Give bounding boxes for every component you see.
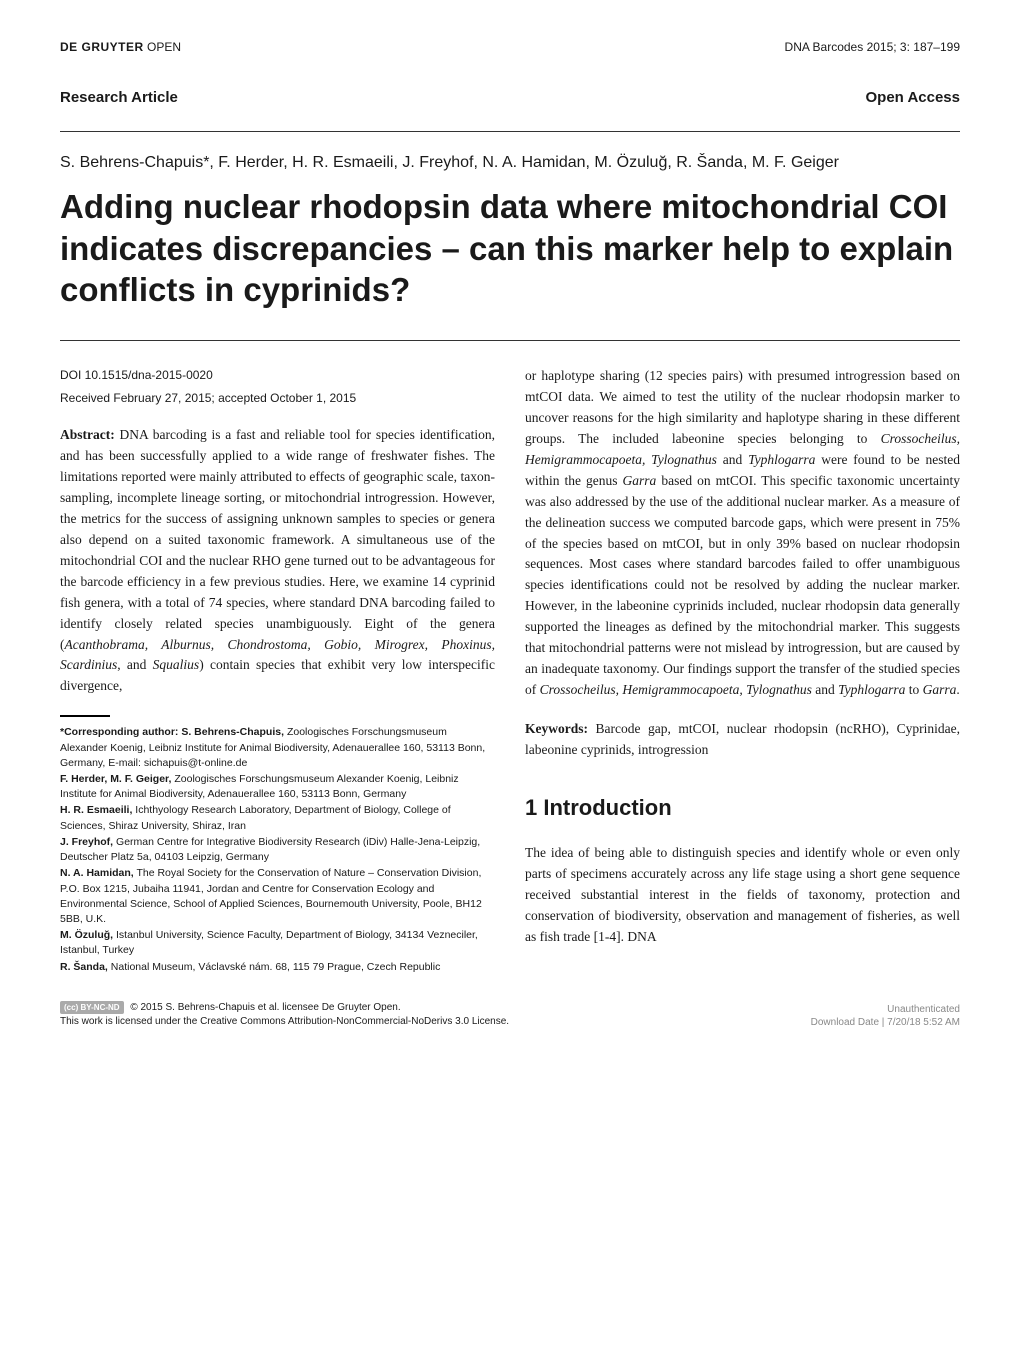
abstract-r5: and — [812, 682, 838, 697]
affil-text: German Centre for Integrative Biodiversi… — [60, 836, 480, 863]
affil-name: R. Šanda, — [60, 961, 108, 973]
affil-text: Istanbul University, Science Faculty, De… — [60, 929, 478, 956]
license-block: (cc) BY-NC-ND © 2015 S. Behrens-Chapuis … — [60, 1001, 509, 1029]
abstract-left: Abstract: DNA barcoding is a fast and re… — [60, 425, 495, 697]
two-column-layout: DOI 10.1515/dna-2015-0020 Received Febru… — [60, 366, 960, 976]
abstract-r4: based on mtCOI. This specific taxonomic … — [525, 473, 960, 697]
article-type: Research Article — [60, 89, 178, 106]
affil-text: National Museum, Václavské nám. 68, 115 … — [108, 961, 440, 973]
abstract-r-genera3: Crossocheilus, Hemigrammocapoeta, Tylogn… — [540, 682, 812, 697]
copyright-text: © 2015 S. Behrens-Chapuis et al. license… — [128, 1002, 401, 1013]
affil-name: J. Freyhof, — [60, 836, 113, 848]
affil-name: *Corresponding author: S. Behrens-Chapui… — [60, 726, 284, 738]
received-date: Received February 27, 2015; accepted Oct… — [60, 389, 495, 408]
intro-paragraph: The idea of being able to distinguish sp… — [525, 843, 960, 948]
header-row: DE GRUYTER OPEN DNA Barcodes 2015; 3: 18… — [60, 40, 960, 54]
section-heading-intro: 1 Introduction — [525, 791, 960, 825]
abstract-r-genera2: Typhlogarra — [748, 452, 815, 467]
abstract-r6: to — [905, 682, 922, 697]
abstract-text-left: DNA barcoding is a fast and reliable too… — [60, 427, 495, 651]
publisher: DE GRUYTER OPEN — [60, 40, 181, 54]
download-info: Unauthenticated Download Date | 7/20/18 … — [811, 1003, 960, 1029]
authors: S. Behrens-Chapuis*, F. Herder, H. R. Es… — [60, 152, 960, 174]
affil-name: F. Herder, M. F. Geiger, — [60, 773, 171, 785]
abstract-r-garra: Garra — [623, 473, 657, 488]
abstract-right: or haplotype sharing (12 species pairs) … — [525, 366, 960, 701]
keywords-text: Barcode gap, mtCOI, nuclear rhodopsin (n… — [525, 721, 960, 757]
abstract-r2: and — [717, 452, 748, 467]
divider-top — [60, 131, 960, 132]
publisher-bold: DE GRUYTER — [60, 40, 144, 54]
keywords-label: Keywords: — [525, 721, 588, 736]
affiliation: H. R. Esmaeili, Ichthyology Research Lab… — [60, 803, 495, 833]
doi: DOI 10.1515/dna-2015-0020 — [60, 366, 495, 385]
article-type-row: Research Article Open Access — [60, 89, 960, 106]
license-text: This work is licensed under the Creative… — [60, 1015, 509, 1029]
abstract-r7: . — [956, 682, 959, 697]
footer: (cc) BY-NC-ND © 2015 S. Behrens-Chapuis … — [60, 1001, 960, 1029]
affiliation: N. A. Hamidan, The Royal Society for the… — [60, 866, 495, 927]
affil-name: N. A. Hamidan, — [60, 867, 134, 879]
cc-badge-icon: (cc) BY-NC-ND — [60, 1001, 124, 1014]
access-type: Open Access — [866, 89, 961, 106]
affiliation: R. Šanda, National Museum, Václavské nám… — [60, 960, 495, 975]
right-column: or haplotype sharing (12 species pairs) … — [525, 366, 960, 976]
abstract-r-genera4: Typhlogarra — [838, 682, 905, 697]
abstract-r-garra2: Garra — [923, 682, 957, 697]
left-column: DOI 10.1515/dna-2015-0020 Received Febru… — [60, 366, 495, 976]
copyright-line: (cc) BY-NC-ND © 2015 S. Behrens-Chapuis … — [60, 1001, 509, 1015]
affiliation-divider — [60, 715, 110, 717]
abstract-and: , and — [117, 657, 152, 672]
affil-name: M. Özuluğ, — [60, 929, 113, 941]
affiliation: F. Herder, M. F. Geiger, Zoologisches Fo… — [60, 772, 495, 802]
affiliation: *Corresponding author: S. Behrens-Chapui… — [60, 725, 495, 771]
keywords-block: Keywords: Barcode gap, mtCOI, nuclear rh… — [525, 719, 960, 761]
affiliation: J. Freyhof, German Centre for Integrativ… — [60, 835, 495, 865]
article-title: Adding nuclear rhodopsin data where mito… — [60, 186, 960, 310]
publisher-light: OPEN — [147, 40, 181, 54]
affil-name: H. R. Esmaeili, — [60, 804, 132, 816]
abstract-label: Abstract: — [60, 427, 115, 442]
affiliations-block: *Corresponding author: S. Behrens-Chapui… — [60, 725, 495, 975]
auth-status: Unauthenticated — [811, 1003, 960, 1016]
abstract-squalius: Squalius — [153, 657, 200, 672]
divider-title — [60, 340, 960, 341]
download-date: Download Date | 7/20/18 5:52 AM — [811, 1016, 960, 1029]
journal-reference: DNA Barcodes 2015; 3: 187–199 — [785, 40, 960, 54]
affiliation: M. Özuluğ, Istanbul University, Science … — [60, 928, 495, 958]
